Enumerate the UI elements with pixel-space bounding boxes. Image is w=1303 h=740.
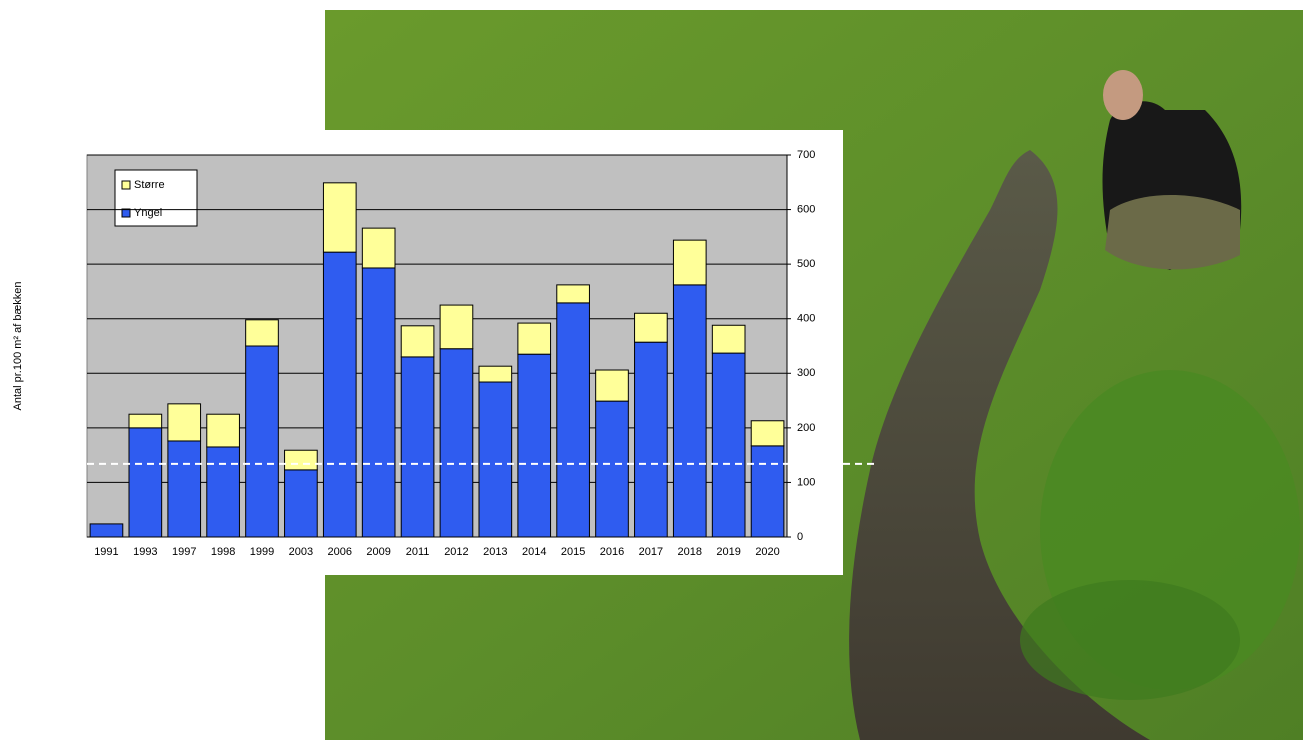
bar-segment — [711, 352, 746, 538]
x-tick-label: 2011 — [406, 546, 430, 558]
bar-segment — [400, 325, 435, 358]
bar-segment — [361, 227, 396, 269]
bar-segment — [595, 400, 629, 538]
x-tick-label: 2009 — [366, 546, 390, 558]
x-tick-label: 1999 — [250, 546, 274, 558]
legend-swatch — [121, 180, 131, 190]
bar-segment — [517, 322, 552, 355]
bar-segment — [128, 413, 163, 429]
bar-segment — [206, 413, 240, 448]
y-tick-label: 200 — [797, 422, 815, 434]
x-tick-label: 2006 — [328, 546, 352, 558]
bar-segment — [517, 353, 552, 538]
bar-segment — [556, 284, 590, 304]
y-tick-label: 500 — [797, 258, 815, 270]
bar-segment — [672, 239, 707, 286]
x-tick-label: 2020 — [755, 546, 779, 558]
bar-segment — [439, 348, 474, 538]
bar-segment — [322, 182, 357, 253]
bar-segment — [284, 469, 318, 538]
bar-segment — [478, 365, 513, 383]
legend: Større Yngel — [114, 169, 198, 227]
x-tick-label: 2018 — [678, 546, 702, 558]
y-tick-label: 100 — [797, 476, 815, 488]
bar-segment — [89, 523, 124, 538]
x-tick-label: 2014 — [522, 546, 546, 558]
bar-segment — [595, 369, 629, 402]
bar-segment — [634, 312, 668, 343]
bar-segment — [284, 449, 318, 471]
bar-segment — [245, 345, 279, 538]
x-tick-label: 2013 — [483, 546, 507, 558]
bar-segment — [167, 403, 202, 442]
bar-segment — [167, 440, 202, 538]
legend-swatch — [121, 208, 131, 218]
y-axis-label: Antal pr.100 m² af bækken — [12, 281, 24, 410]
y-tick-label: 400 — [797, 313, 815, 325]
x-tick-label: 2015 — [561, 546, 585, 558]
bar-segment — [711, 324, 746, 354]
bar-segment — [128, 427, 163, 538]
bar-segment — [634, 341, 668, 538]
x-tick-label: 1997 — [172, 546, 196, 558]
x-tick-label: 1991 — [94, 546, 118, 558]
bar-segment — [400, 356, 435, 538]
plot-area — [86, 154, 788, 538]
x-tick-label: 2019 — [716, 546, 740, 558]
bar-segment — [439, 304, 474, 350]
y-tick-label: 0 — [797, 531, 803, 543]
bar-segment — [672, 284, 707, 538]
y-tick-label: 600 — [797, 203, 815, 215]
y-tick-label: 700 — [797, 149, 815, 161]
x-tick-label: 2012 — [444, 546, 468, 558]
x-tick-label: 2003 — [289, 546, 313, 558]
x-tick-label: 2016 — [600, 546, 624, 558]
x-tick-label: 1993 — [133, 546, 157, 558]
legend-label: Større — [134, 179, 165, 191]
x-tick-label: 1998 — [211, 546, 235, 558]
bar-segment — [556, 302, 590, 538]
bar-segment — [206, 446, 240, 538]
bar-segment — [245, 319, 279, 347]
y-tick-label: 300 — [797, 367, 815, 379]
bar-segment — [478, 381, 513, 538]
legend-label: Yngel — [134, 207, 162, 219]
bar-segment — [750, 445, 785, 538]
bar-segment — [750, 420, 785, 447]
x-tick-label: 2017 — [639, 546, 663, 558]
bar-segment — [361, 267, 396, 538]
bar-segment — [322, 251, 357, 538]
